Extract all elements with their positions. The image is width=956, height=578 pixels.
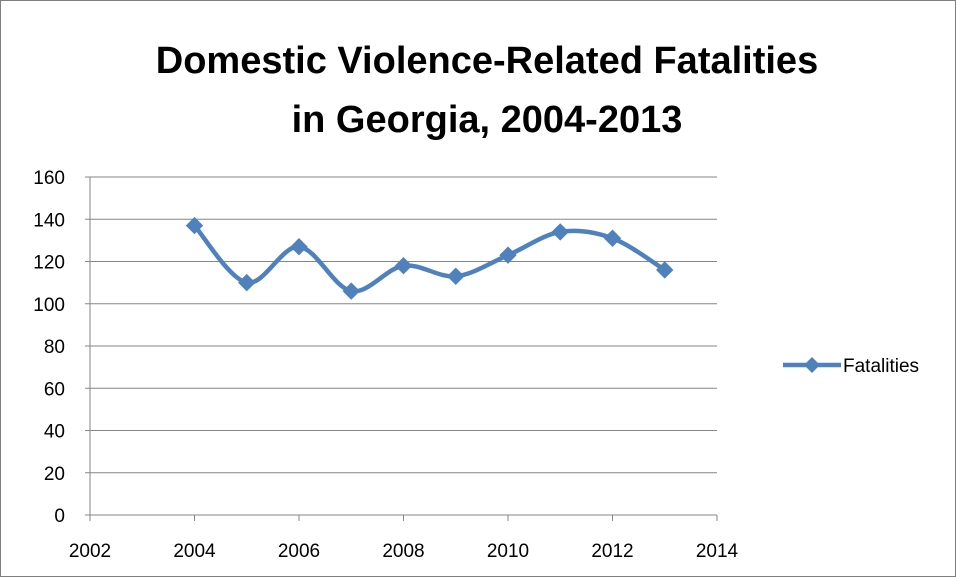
legend-label-fatalities: Fatalities [843, 356, 919, 377]
axes [85, 176, 718, 521]
data-point-2010 [499, 246, 517, 264]
x-tick-label-2002: 2002 [69, 541, 111, 562]
data-point-2013 [656, 261, 674, 279]
y-tick-label-80: 80 [44, 337, 65, 358]
legend: Fatalities [783, 356, 919, 377]
data-point-2005 [238, 273, 256, 292]
gridlines [90, 176, 717, 474]
x-tick-label-2006: 2006 [278, 541, 320, 562]
y-tick-label-60: 60 [44, 379, 65, 400]
data-point-2012 [603, 229, 622, 247]
y-tick-label-20: 20 [44, 464, 65, 485]
x-tick-label-2012: 2012 [591, 541, 633, 562]
y-tick-label-100: 100 [33, 295, 65, 316]
y-tick-label-140: 140 [33, 210, 65, 231]
data-point-2007 [342, 282, 360, 300]
y-tick-label-40: 40 [44, 422, 65, 443]
series-line-fatalities [192, 223, 667, 294]
y-axis-tick-labels: 0 20 40 60 80 100 120 140 160 [33, 168, 65, 527]
data-point-2008 [394, 257, 413, 275]
legend-marker [804, 357, 820, 373]
chart-title-line-1: Domestic Violence-Related Fatalities [156, 40, 818, 82]
y-tick-label-0: 0 [54, 506, 65, 527]
data-point-2009 [447, 267, 465, 285]
x-tick-label-2008: 2008 [382, 541, 424, 562]
y-tick-label-160: 160 [33, 168, 65, 189]
data-point-2004 [185, 216, 204, 235]
chart-title-line-2: in Georgia, 2004-2013 [292, 99, 683, 141]
data-point-2011 [551, 223, 569, 241]
x-tick-label-2014: 2014 [696, 541, 739, 562]
y-tick-label-120: 120 [33, 253, 65, 274]
x-axis-tick-labels: 2002 2004 2006 2008 2010 2012 2014 [69, 541, 739, 562]
x-tick-label-2010: 2010 [487, 541, 529, 562]
data-point-2006 [290, 238, 308, 256]
series-fatalities [185, 216, 674, 300]
x-tick-label-2004: 2004 [173, 541, 216, 562]
